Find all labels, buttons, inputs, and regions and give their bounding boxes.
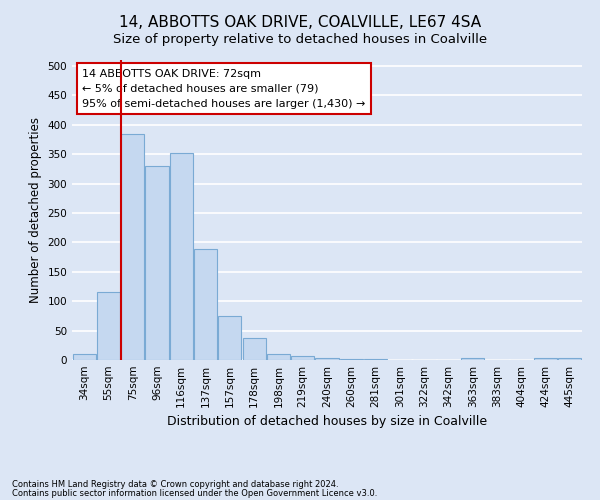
Bar (340, 359, 363, 360)
Bar (121, 134, 144, 360)
Bar (559, 358, 581, 360)
Bar (170, 153, 193, 360)
Text: 14 ABBOTTS OAK DRIVE: 72sqm
← 5% of detached houses are smaller (79)
95% of semi: 14 ABBOTTS OAK DRIVE: 72sqm ← 5% of deta… (82, 69, 365, 108)
Text: Contains HM Land Registry data © Crown copyright and database right 2024.: Contains HM Land Registry data © Crown c… (12, 480, 338, 489)
Bar (461, 358, 484, 360)
Bar (291, 356, 314, 360)
Bar (242, 338, 266, 360)
Bar (194, 250, 217, 360)
Text: Size of property relative to detached houses in Coalville: Size of property relative to detached ho… (113, 32, 487, 46)
Bar (534, 358, 557, 360)
Y-axis label: Number of detached properties: Number of detached properties (29, 117, 42, 303)
Text: 14, ABBOTTS OAK DRIVE, COALVILLE, LE67 4SA: 14, ABBOTTS OAK DRIVE, COALVILLE, LE67 4… (119, 15, 481, 30)
Bar (316, 358, 338, 360)
Bar (364, 359, 387, 360)
Bar (73, 354, 95, 360)
Text: Contains public sector information licensed under the Open Government Licence v3: Contains public sector information licen… (12, 488, 377, 498)
Bar (97, 292, 120, 360)
Bar (218, 316, 241, 360)
Bar (267, 354, 290, 360)
Bar (145, 166, 169, 360)
X-axis label: Distribution of detached houses by size in Coalville: Distribution of detached houses by size … (167, 416, 487, 428)
